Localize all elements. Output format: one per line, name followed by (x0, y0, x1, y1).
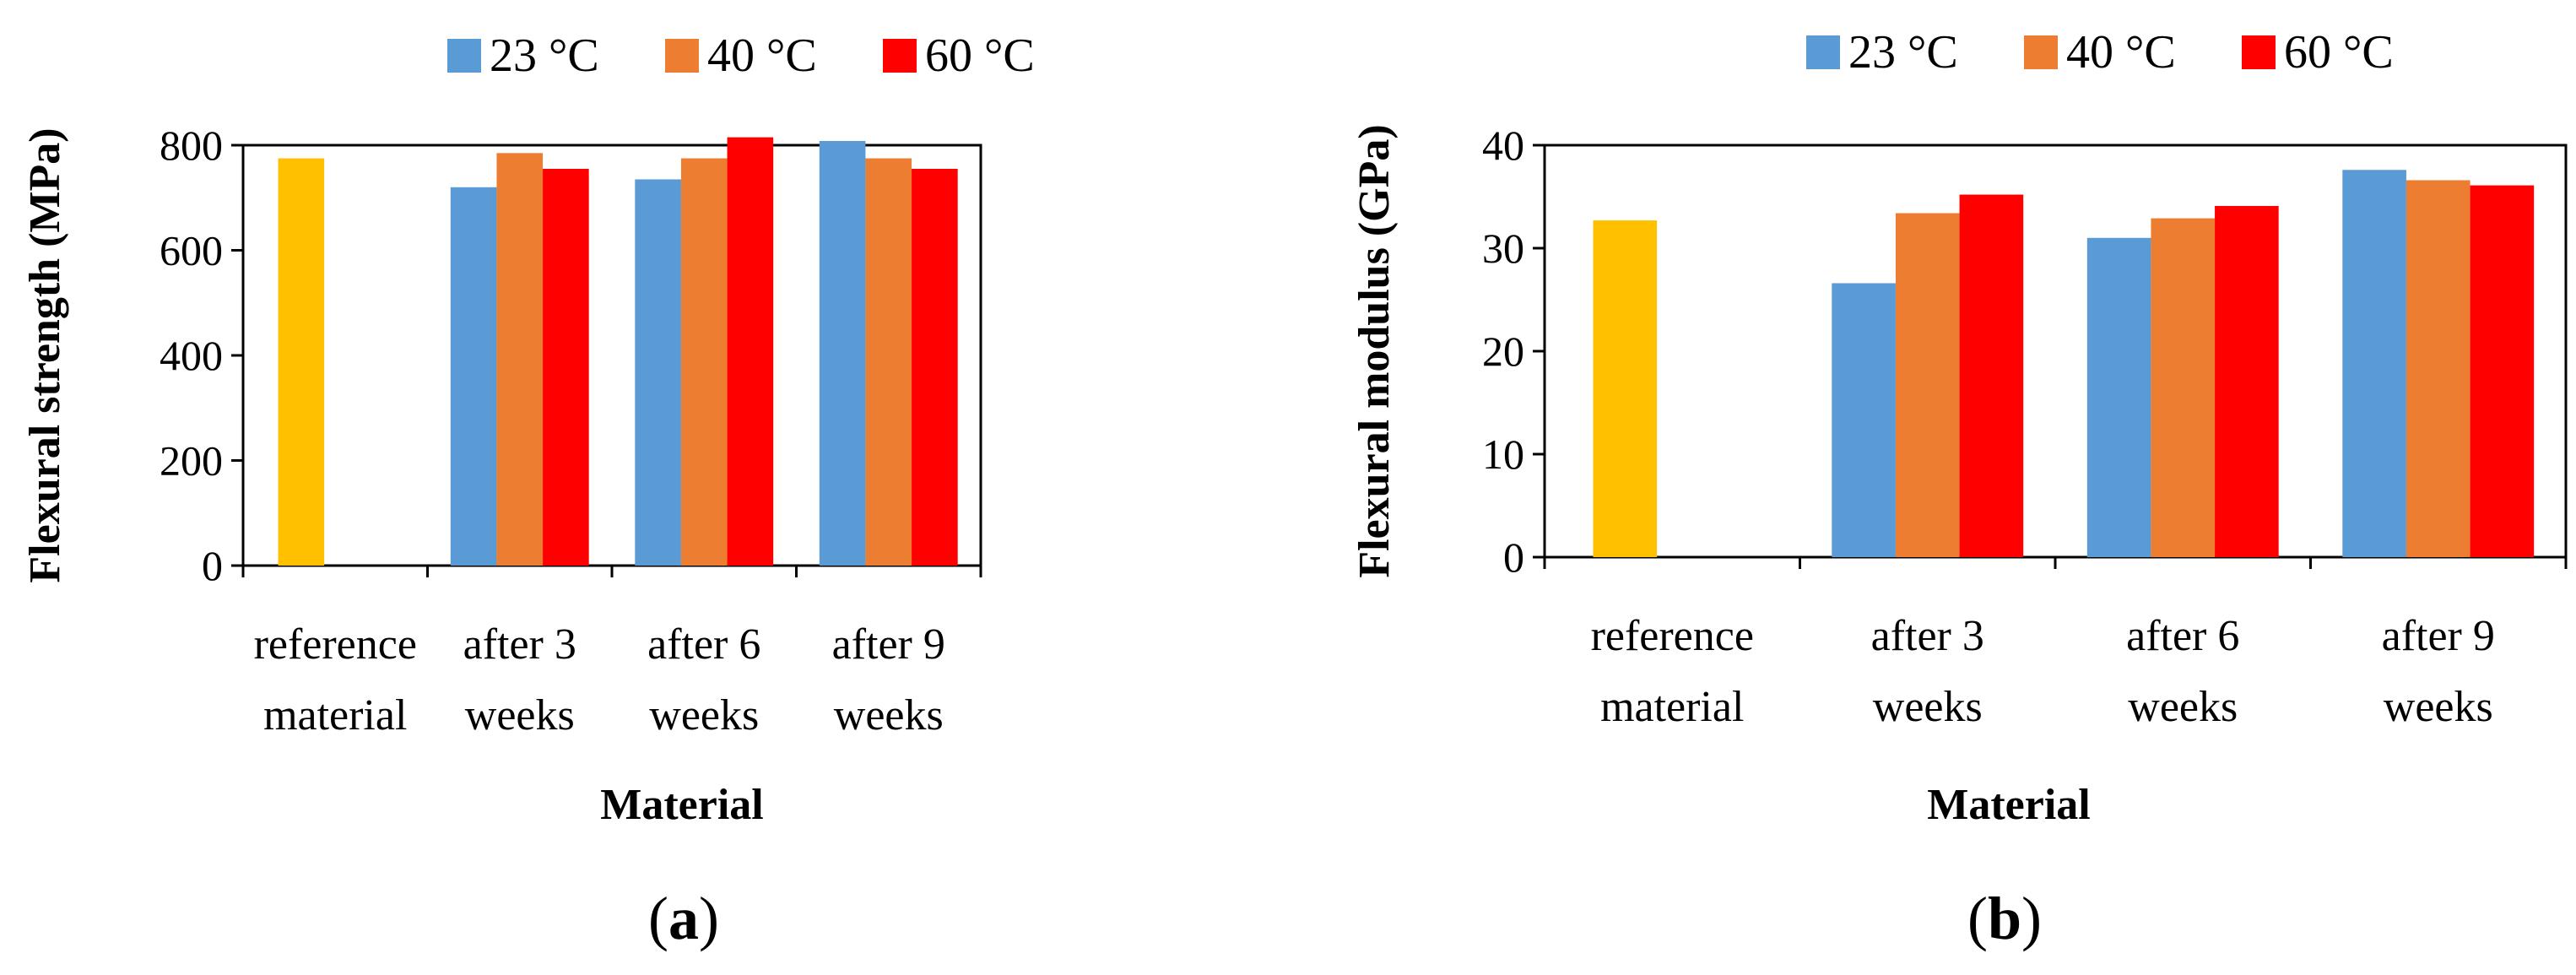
bar-23C-cat3 (819, 141, 866, 566)
legend-label: 40 °C (2066, 26, 2176, 79)
legend-swatch (2024, 35, 2058, 69)
bar-40C-cat1 (496, 153, 544, 566)
bar-60C-cat1 (543, 169, 589, 566)
bar-40C-cat2 (680, 158, 728, 566)
legend-label: 60 °C (2284, 26, 2394, 79)
panel-letter: a (668, 885, 699, 952)
legend-swatch (665, 39, 699, 73)
bar-40C-cat3 (2406, 180, 2470, 558)
legend-label: 23 °C (490, 30, 599, 82)
chart-b: 0 10 20 30 40 reference material after 3 weeks af… (1350, 26, 2568, 952)
y-tick-label: 0 (1503, 534, 1524, 581)
x-category-label: after 6 (2126, 612, 2239, 660)
legend-label: 23 °C (1848, 26, 1958, 79)
bar-40C-cat1 (1895, 213, 1960, 557)
x-category-label: weeks (834, 691, 944, 739)
x-category-label: after 3 (463, 620, 576, 669)
bar-60C-cat2 (2215, 205, 2279, 558)
legend-label: 60 °C (925, 30, 1035, 82)
panel-close: ) (2021, 885, 2042, 952)
y-tick-label: 800 (160, 122, 223, 169)
x-category-label: reference (254, 620, 417, 669)
x-category-label: after 9 (832, 620, 945, 669)
x-category-label: weeks (2384, 683, 2493, 731)
x-category-label: weeks (465, 691, 575, 739)
panel-close: ) (699, 885, 719, 952)
bar-23C-cat2 (2086, 237, 2151, 557)
bar-60C-cat3 (912, 169, 958, 566)
x-category-label: after 9 (2382, 612, 2495, 660)
bar-23C-cat3 (2342, 170, 2406, 557)
y-tick-label: 0 (202, 542, 223, 589)
x-category-label: weeks (1873, 683, 1983, 731)
x-category-label: weeks (2128, 683, 2238, 731)
bar-23C-cat1 (450, 187, 497, 566)
bar-40C-cat2 (2151, 218, 2216, 557)
legend-swatch (447, 39, 481, 73)
legend-swatch (883, 39, 917, 73)
bar-23C-cat1 (1832, 283, 1896, 557)
legend-swatch (2242, 35, 2276, 69)
panel-letter: b (1988, 885, 2021, 952)
bar-23C-cat2 (635, 179, 681, 566)
y-axis-title: Flexural modulus (GPa) (1350, 124, 1399, 577)
panel-label: (b) (1967, 885, 2042, 952)
bar-reference-material (1593, 220, 1658, 557)
legend: 23 °C 40 °C 60 °C (1806, 26, 2394, 79)
panel-open: ( (1967, 885, 1988, 952)
x-category-label: material (1600, 683, 1744, 731)
chart-a: 0 200 400 600 800 reference material after 3 wee… (21, 30, 1035, 952)
y-tick-label: 30 (1482, 225, 1524, 272)
x-axis-title: Material (600, 781, 763, 829)
y-tick-label: 600 (160, 227, 223, 274)
bar-60C-cat1 (1959, 194, 2024, 557)
x-category-label: weeks (649, 691, 759, 739)
y-tick-label: 40 (1482, 122, 1524, 169)
bar-reference-material (278, 158, 325, 566)
legend-swatch (1806, 35, 1840, 69)
legend: 23 °C 40 °C 60 °C (447, 30, 1035, 82)
x-category-label: after 3 (1871, 612, 1984, 660)
bar-60C-cat2 (727, 137, 774, 566)
y-tick-label: 10 (1482, 431, 1524, 478)
panel-label: (a) (648, 885, 719, 952)
y-tick-label: 20 (1482, 328, 1524, 375)
legend-label: 40 °C (707, 30, 817, 82)
y-axis-title: Flexural strength (MPa) (21, 127, 69, 582)
x-category-label: material (263, 691, 407, 739)
bar-60C-cat3 (2470, 185, 2535, 557)
panel-open: ( (648, 885, 668, 952)
x-axis-title: Material (1927, 781, 2090, 829)
y-tick-label: 200 (160, 437, 223, 485)
x-category-label: reference (1591, 612, 1754, 660)
bar-40C-cat3 (865, 158, 912, 566)
x-category-label: after 6 (647, 620, 760, 669)
y-tick-label: 400 (160, 332, 223, 379)
